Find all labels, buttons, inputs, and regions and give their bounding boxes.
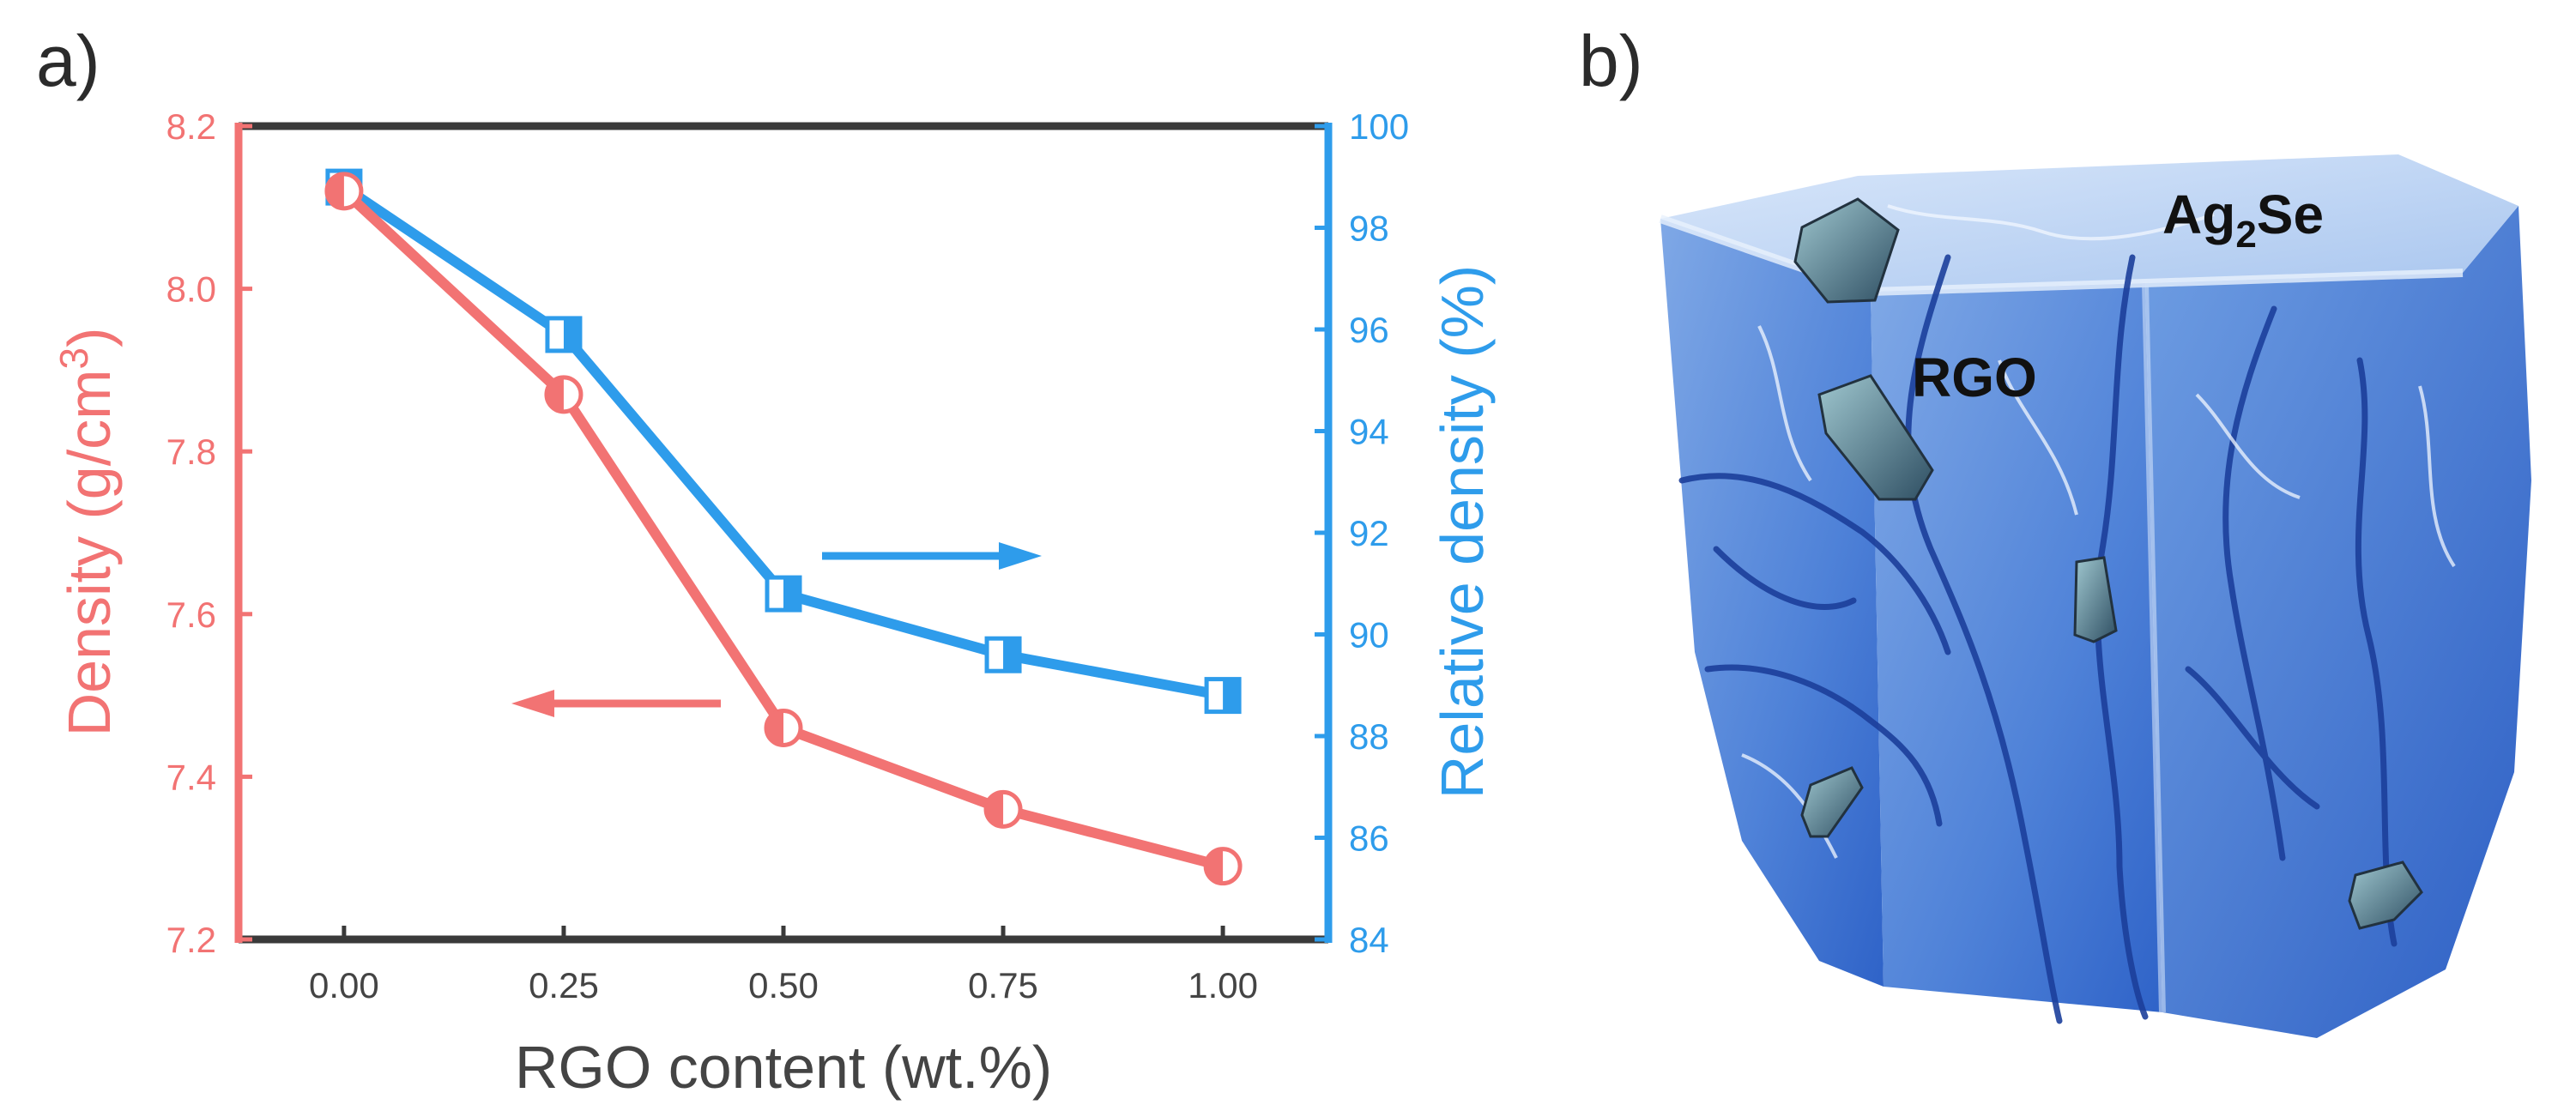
ag2se-label: Ag2Se xyxy=(2162,184,2324,256)
cube-vertical-edge-highlight xyxy=(2142,282,2166,1013)
right-y-tick-label: 84 xyxy=(1349,920,1389,960)
left-y-axis-title-sup: 3 xyxy=(51,347,96,370)
relative-density-point-fill xyxy=(783,577,800,611)
chart-a: 0.00 0.25 0.50 0.75 1.00 7.27.47.67.88.08.2 … xyxy=(51,106,1496,1101)
x-tick-label: 0.25 xyxy=(529,965,599,1005)
cube-cracks xyxy=(1678,254,2398,1024)
x-tick-label: 0.00 xyxy=(309,965,379,1005)
relative-density-point xyxy=(984,636,1022,673)
cube-illustration: Ag2Se RGO xyxy=(1659,154,2531,1038)
left-y-axis-title-close: ) xyxy=(56,328,123,347)
left-y-tick-label: 7.6 xyxy=(166,595,216,635)
relative-density-arrow-head xyxy=(999,542,1042,570)
density-point xyxy=(1203,847,1243,886)
x-ticks: 0.00 0.25 0.50 0.75 1.00 xyxy=(309,926,1258,1005)
right-y-tick-label: 90 xyxy=(1349,615,1389,655)
density-point xyxy=(544,375,584,414)
cube-edge-highlight xyxy=(1659,214,2464,297)
right-y-ticks: 84 86 88 90 92 94 96 98 100 xyxy=(1315,106,1409,960)
ag2se-label-sub: 2 xyxy=(2235,214,2256,256)
density-point xyxy=(764,709,803,748)
rgo-flake-4 xyxy=(1800,766,1864,838)
relative-density-arrow xyxy=(822,542,1042,570)
left-y-axis-title: Density (g/cm3) xyxy=(51,328,123,737)
relative-density-point xyxy=(765,575,802,613)
cube-veins xyxy=(1741,204,2456,859)
left-y-ticks: 7.2 7.4 7.6 7.8 8.0 8.2 xyxy=(166,106,252,960)
density-point-fill xyxy=(326,173,344,208)
left-y-tick-label: 8.0 xyxy=(166,269,216,310)
right-y-tick-label: 94 xyxy=(1349,412,1389,452)
rgo-flake-1 xyxy=(1793,197,1900,304)
density-arrow-head xyxy=(511,690,554,717)
left-y-tick-label: 7.4 xyxy=(166,757,216,797)
x-tick-label: 1.00 xyxy=(1188,965,1258,1005)
rgo-label: RGO xyxy=(1912,347,2037,408)
ag2se-label-se: Se xyxy=(2257,184,2324,245)
density-arrow xyxy=(511,690,721,717)
rgo-flake-2 xyxy=(1817,374,1934,501)
right-y-tick-label: 98 xyxy=(1349,208,1389,249)
density-point-fill xyxy=(546,377,564,412)
density-point-fill xyxy=(986,792,1004,827)
right-y-tick-label: 88 xyxy=(1349,716,1389,757)
series-line-density xyxy=(340,187,1225,872)
series-layer xyxy=(324,168,1243,886)
panel-a-label: a) xyxy=(36,21,100,101)
right-y-axis-title: Relative density (%) xyxy=(1429,265,1496,799)
right-y-tick-label: 96 xyxy=(1349,310,1389,350)
annotation-arrows xyxy=(511,542,1042,717)
left-y-axis-title-main: Density (g/cm xyxy=(56,370,123,737)
rgo-flake-3 xyxy=(2073,556,2118,643)
rgo-flake-5 xyxy=(2348,860,2423,930)
density-point-fill xyxy=(1206,848,1224,884)
panel-b-label: b) xyxy=(1579,21,1643,101)
relative-density-point-fill xyxy=(1223,679,1240,712)
relative-density-point xyxy=(545,316,583,353)
left-y-tick-label: 7.2 xyxy=(166,920,216,960)
x-tick-label: 0.75 xyxy=(968,965,1038,1005)
cube-front-face-main xyxy=(1871,283,2162,1012)
relative-density-point-fill xyxy=(563,317,580,351)
density-point xyxy=(324,172,364,211)
x-axis-title: RGO content (wt.%) xyxy=(515,1034,1052,1101)
cube-right-face xyxy=(2145,206,2531,1038)
density-point xyxy=(983,789,1023,829)
relative-density-point-fill xyxy=(1003,638,1020,672)
right-y-tick-label: 92 xyxy=(1349,513,1389,553)
right-y-tick-label: 100 xyxy=(1349,106,1409,147)
relative-density-point xyxy=(1204,677,1242,715)
ag2se-label-ag: Ag xyxy=(2162,184,2235,245)
x-tick-label: 0.50 xyxy=(748,965,819,1005)
density-point-fill xyxy=(766,710,783,746)
right-y-tick-label: 86 xyxy=(1349,818,1389,859)
series-line-relative-density xyxy=(341,183,1225,701)
left-y-tick-label: 7.8 xyxy=(166,432,216,472)
left-y-tick-label: 8.2 xyxy=(166,106,216,147)
